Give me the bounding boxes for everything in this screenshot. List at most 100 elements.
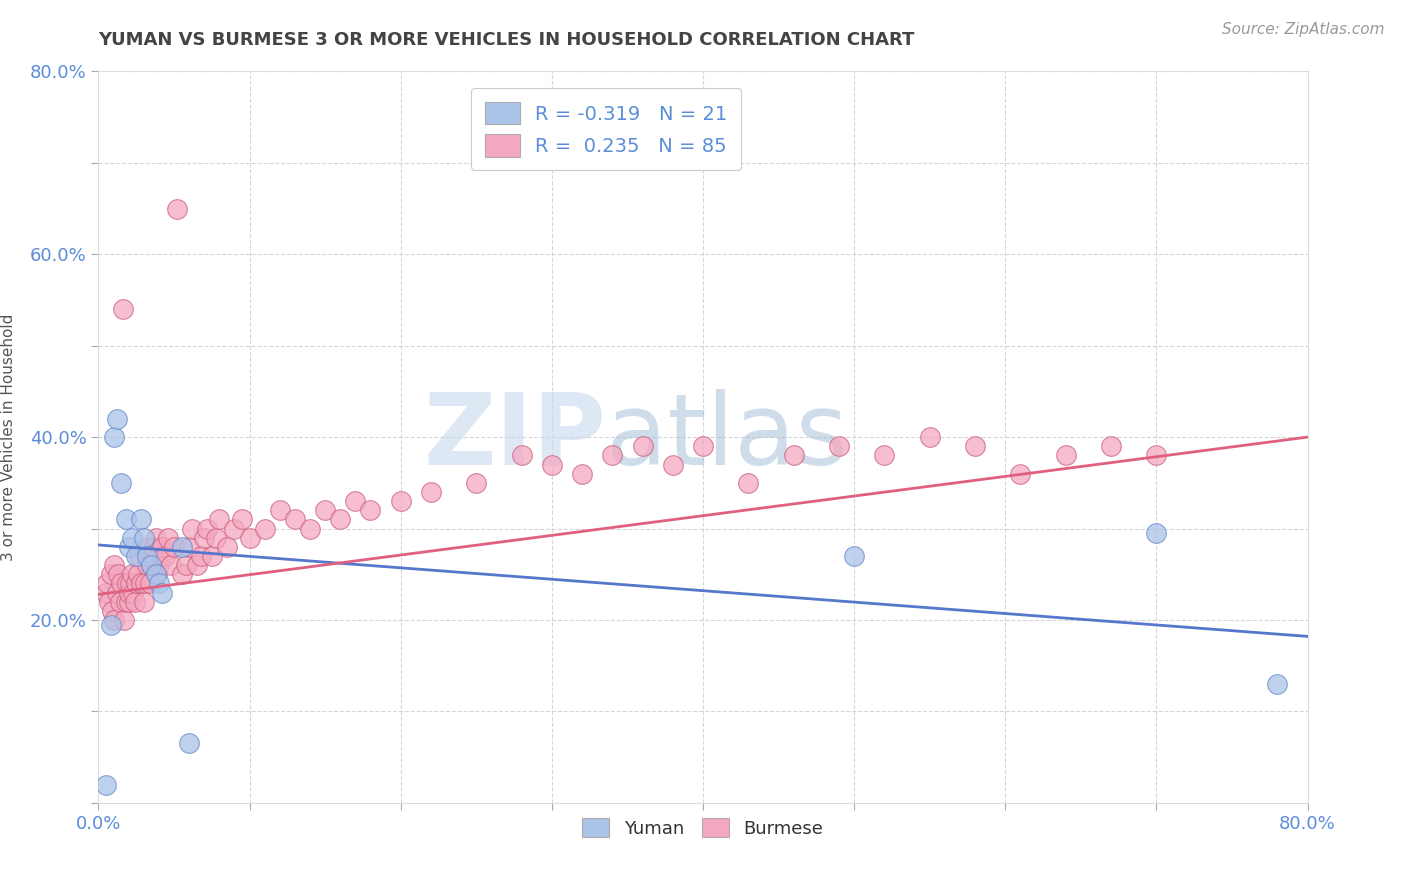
Point	[150, 540, 173, 554]
Point	[661, 458, 683, 472]
Point	[105, 585, 128, 599]
Point	[124, 594, 146, 608]
Point	[179, 540, 201, 554]
Point	[135, 558, 157, 573]
Point	[145, 531, 167, 545]
Point	[181, 521, 204, 535]
Point	[965, 439, 987, 453]
Point	[844, 549, 866, 563]
Point	[120, 576, 142, 591]
Point	[828, 439, 851, 453]
Point	[129, 512, 152, 526]
Point	[148, 558, 170, 573]
Point	[129, 576, 152, 591]
Point	[107, 567, 129, 582]
Point	[205, 531, 228, 545]
Text: atlas: atlas	[606, 389, 848, 485]
Point	[150, 585, 173, 599]
Point	[105, 412, 128, 426]
Point	[166, 202, 188, 216]
Point	[224, 521, 246, 535]
Point	[510, 448, 533, 462]
Point	[108, 594, 131, 608]
Point	[112, 613, 135, 627]
Point	[121, 567, 143, 582]
Point	[193, 531, 215, 545]
Point	[179, 736, 201, 750]
Point	[314, 503, 336, 517]
Point	[284, 512, 307, 526]
Point	[231, 512, 253, 526]
Point	[103, 558, 125, 573]
Point	[142, 549, 165, 563]
Point	[344, 494, 367, 508]
Point	[134, 576, 156, 591]
Point	[110, 576, 132, 591]
Point	[103, 430, 125, 444]
Point	[389, 494, 412, 508]
Point	[125, 549, 148, 563]
Point	[121, 531, 143, 545]
Point	[153, 549, 176, 563]
Point	[145, 567, 167, 582]
Point	[103, 613, 125, 627]
Point	[602, 448, 624, 462]
Point	[125, 576, 148, 591]
Legend: Yuman, Burmese: Yuman, Burmese	[575, 811, 831, 845]
Point	[100, 567, 122, 582]
Point	[1144, 526, 1167, 541]
Point	[141, 558, 163, 573]
Point	[174, 558, 197, 573]
Point	[465, 475, 488, 490]
Point	[135, 549, 157, 563]
Point	[127, 567, 149, 582]
Point	[1144, 448, 1167, 462]
Text: YUMAN VS BURMESE 3 OR MORE VEHICLES IN HOUSEHOLD CORRELATION CHART: YUMAN VS BURMESE 3 OR MORE VEHICLES IN H…	[98, 31, 915, 49]
Point	[146, 567, 169, 582]
Point	[170, 567, 193, 582]
Point	[114, 512, 136, 526]
Point	[143, 540, 166, 554]
Point	[98, 594, 121, 608]
Point	[163, 540, 186, 554]
Point	[114, 594, 136, 608]
Point	[128, 549, 150, 563]
Y-axis label: 3 or more Vehicles in Household: 3 or more Vehicles in Household	[1, 313, 15, 561]
Point	[96, 576, 118, 591]
Point	[148, 576, 170, 591]
Point	[118, 540, 141, 554]
Point	[110, 475, 132, 490]
Text: Source: ZipAtlas.com: Source: ZipAtlas.com	[1222, 22, 1385, 37]
Point	[360, 503, 382, 517]
Point	[118, 585, 141, 599]
Point	[132, 594, 155, 608]
Point	[692, 439, 714, 453]
Point	[783, 448, 806, 462]
Point	[540, 458, 562, 472]
Text: ZIP: ZIP	[423, 389, 606, 485]
Point	[1054, 448, 1077, 462]
Point	[1010, 467, 1032, 481]
Point	[201, 549, 224, 563]
Point	[101, 604, 124, 618]
Point	[918, 430, 941, 444]
Point	[239, 531, 262, 545]
Point	[631, 439, 654, 453]
Point	[571, 467, 593, 481]
Point	[136, 540, 159, 554]
Point	[215, 540, 238, 554]
Point	[100, 617, 122, 632]
Point	[94, 585, 117, 599]
Point	[156, 531, 179, 545]
Point	[111, 301, 134, 317]
Point	[195, 521, 218, 535]
Point	[269, 503, 291, 517]
Point	[737, 475, 759, 490]
Point	[873, 448, 896, 462]
Point	[1267, 677, 1289, 691]
Point	[141, 558, 163, 573]
Point	[253, 521, 276, 535]
Point	[1099, 439, 1122, 453]
Point	[122, 585, 145, 599]
Point	[170, 540, 193, 554]
